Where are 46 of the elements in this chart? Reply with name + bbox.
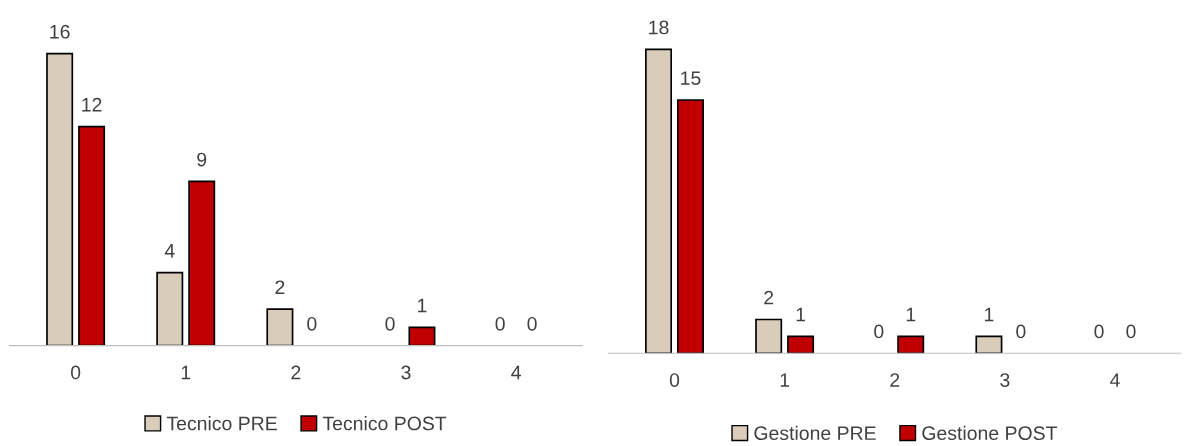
bar [755,318,783,354]
data-label: 0 [874,324,884,339]
data-label: 9 [197,152,207,167]
data-label: 0 [1094,324,1104,339]
legend-label: Gestione POST [922,425,1058,441]
legend-label: Tecnico PRE [166,416,277,431]
x-tick-label: 3 [1000,373,1010,387]
legend-label: Gestione PRE [754,425,876,441]
x-tick-label: 4 [511,365,521,380]
data-label: 0 [1126,324,1136,339]
data-label: 0 [307,316,317,331]
data-label: 0 [1016,324,1026,339]
bar [78,125,106,346]
bar [975,335,1003,354]
x-tick-label: 3 [401,365,411,380]
bar [645,48,673,354]
data-label: 18 [649,20,669,35]
x-tick-label: 4 [1110,373,1120,387]
x-tick-label: 2 [890,373,900,387]
data-label: 16 [50,24,70,39]
x-tick-label: 1 [780,373,790,387]
data-label: 2 [275,280,285,294]
data-label: 1 [796,307,806,322]
data-label: 12 [82,97,102,112]
data-label: 0 [527,316,537,331]
data-label: 1 [418,298,427,313]
bar [408,326,436,346]
data-label: 2 [764,290,774,305]
data-label: 15 [681,71,701,86]
legend-label: Tecnico POST [322,416,447,431]
x-tick-label: 0 [70,365,81,380]
x-tick-label: 2 [291,365,301,380]
bar [787,335,815,354]
bar [897,335,925,354]
bar [266,308,294,346]
data-label: 4 [164,244,175,258]
bar [188,180,216,346]
data-label: 0 [495,316,505,331]
bar [156,271,184,346]
x-tick-label: 1 [181,365,191,380]
x-tick-label: 0 [669,373,680,387]
data-label: 0 [385,316,395,331]
bar [46,52,74,346]
bar [676,99,704,354]
data-label: 1 [984,307,994,322]
data-label: 1 [906,307,916,322]
